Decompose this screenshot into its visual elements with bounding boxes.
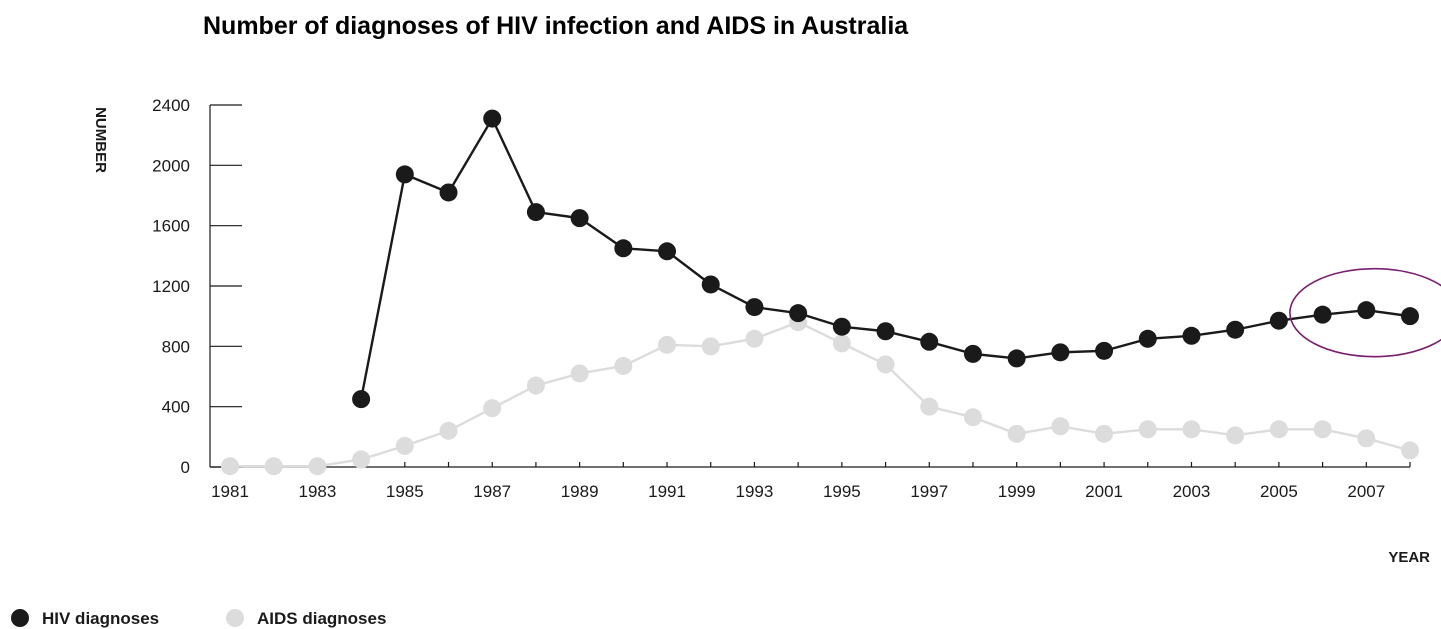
data-point bbox=[1313, 305, 1332, 324]
data-point bbox=[1313, 420, 1332, 439]
data-point bbox=[701, 275, 720, 294]
y-tick-label: 1200 bbox=[152, 277, 190, 296]
x-tick-label: 1997 bbox=[910, 482, 948, 501]
data-point bbox=[614, 356, 633, 375]
data-point bbox=[614, 239, 633, 258]
x-tick-label: 1991 bbox=[648, 482, 686, 501]
data-point bbox=[483, 399, 502, 418]
data-point bbox=[221, 457, 239, 476]
annotation-layer bbox=[1289, 267, 1441, 358]
x-tick-label: 2005 bbox=[1260, 482, 1298, 501]
data-point bbox=[1269, 311, 1288, 330]
data-point bbox=[1357, 429, 1376, 448]
data-point bbox=[963, 344, 982, 363]
data-point bbox=[1051, 417, 1070, 436]
data-point bbox=[1401, 307, 1419, 326]
y-axis-label: NUMBER bbox=[92, 107, 109, 173]
x-tick-label: 1989 bbox=[561, 482, 599, 501]
series-line bbox=[230, 321, 1411, 468]
data-point bbox=[1095, 341, 1114, 360]
data-point bbox=[1138, 420, 1157, 439]
data-point bbox=[1226, 320, 1245, 339]
data-point bbox=[1182, 420, 1201, 439]
data-point bbox=[745, 329, 764, 348]
data-point bbox=[483, 109, 502, 128]
legend-label: AIDS diagnoses bbox=[257, 609, 386, 628]
data-point bbox=[1007, 349, 1026, 368]
data-point bbox=[395, 436, 414, 455]
series-layer bbox=[221, 109, 1419, 476]
data-point bbox=[1051, 343, 1070, 362]
x-tick-label: 1999 bbox=[998, 482, 1036, 501]
y-tick-label: 2000 bbox=[152, 156, 190, 175]
x-tick-label: 1987 bbox=[473, 482, 511, 501]
data-point bbox=[701, 337, 720, 356]
data-point bbox=[658, 335, 677, 354]
data-point bbox=[1357, 301, 1376, 320]
data-point bbox=[526, 376, 545, 395]
x-axis-label: YEAR bbox=[1388, 549, 1430, 566]
data-point bbox=[439, 183, 458, 202]
data-point bbox=[352, 450, 371, 469]
data-point bbox=[1269, 420, 1288, 439]
data-point bbox=[789, 304, 808, 323]
data-point bbox=[439, 421, 458, 440]
data-point bbox=[1182, 326, 1201, 345]
x-tick-label: 1985 bbox=[386, 482, 424, 501]
x-tick-label: 2003 bbox=[1173, 482, 1211, 501]
data-point bbox=[920, 397, 939, 416]
x-tick-label: 1983 bbox=[298, 482, 336, 501]
data-point bbox=[745, 298, 764, 317]
legend-marker bbox=[226, 609, 244, 627]
y-tick-label: 400 bbox=[162, 398, 190, 417]
legend: HIV diagnoses AIDS diagnoses bbox=[11, 609, 386, 628]
legend-marker bbox=[11, 609, 29, 627]
data-point bbox=[395, 165, 414, 184]
data-point bbox=[963, 408, 982, 427]
x-tick-label: 1981 bbox=[211, 482, 249, 501]
data-point bbox=[352, 390, 371, 409]
y-tick-label: 800 bbox=[162, 337, 190, 356]
y-tick-label: 1600 bbox=[152, 217, 190, 236]
highlight-ellipse bbox=[1289, 267, 1441, 358]
legend-label: HIV diagnoses bbox=[42, 609, 159, 628]
data-point bbox=[264, 457, 283, 476]
data-point bbox=[308, 457, 327, 476]
data-point bbox=[832, 334, 851, 353]
data-point bbox=[1226, 426, 1245, 445]
axes: 0 400 800 1200 1600 2000 2400 1981 1983 1985 1987 1… bbox=[152, 96, 1411, 501]
data-point bbox=[1007, 424, 1026, 443]
y-tick-label: 2400 bbox=[152, 96, 190, 115]
data-point bbox=[920, 332, 939, 351]
x-tick-label: 2007 bbox=[1347, 482, 1385, 501]
data-point bbox=[1095, 424, 1114, 443]
x-tick-label: 1993 bbox=[736, 482, 774, 501]
data-point bbox=[658, 242, 677, 261]
series-hiv-diagnoses bbox=[352, 109, 1419, 409]
x-tick-label: 2001 bbox=[1085, 482, 1123, 501]
data-point bbox=[832, 317, 851, 336]
data-point bbox=[1401, 441, 1419, 460]
x-tick-label: 1995 bbox=[823, 482, 861, 501]
data-point bbox=[570, 209, 589, 228]
data-point bbox=[526, 203, 545, 222]
data-point bbox=[1138, 329, 1157, 348]
data-point bbox=[876, 355, 895, 374]
data-point bbox=[876, 322, 895, 341]
data-point bbox=[570, 364, 589, 383]
y-tick-label: 0 bbox=[181, 458, 190, 477]
chart-title: Number of diagnoses of HIV infection and… bbox=[203, 12, 909, 40]
